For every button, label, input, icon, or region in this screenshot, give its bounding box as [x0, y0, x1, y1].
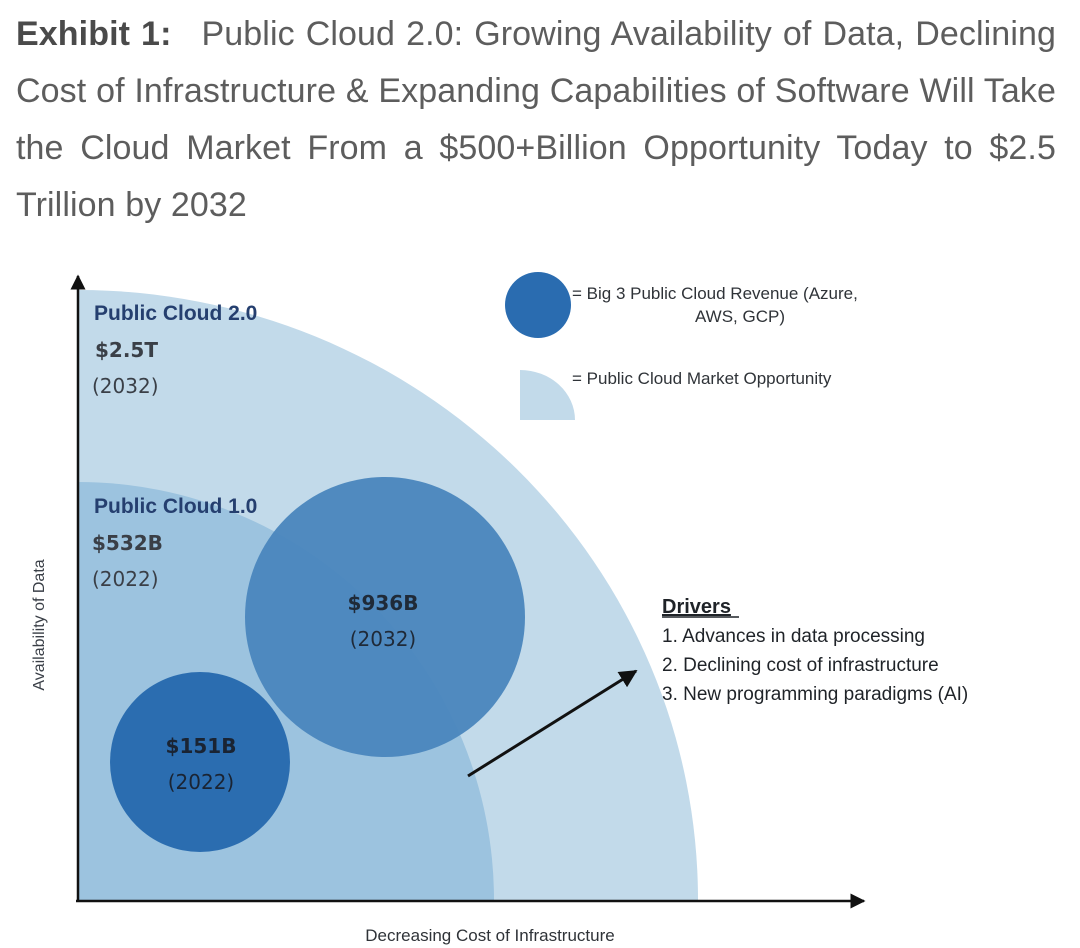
drivers-heading: Drivers: [662, 596, 731, 618]
legend-revenue-label-line2: AWS, GCP): [695, 307, 785, 326]
y-axis-label: Availability of Data: [31, 559, 48, 690]
revenue-bubble-2032: [245, 477, 525, 757]
revenue-2032-value: $936B: [348, 591, 419, 615]
revenue-2022-value: $151B: [166, 734, 237, 758]
exhibit-title: Exhibit 1: Public Cloud 2.0: Growing Avai…: [16, 6, 1056, 234]
cloud-2-year: (2032): [92, 374, 159, 398]
driver-item-3: 3. New programming paradigms (AI): [662, 684, 968, 705]
legend-revenue-label-line1: = Big 3 Public Cloud Revenue (Azure,: [572, 284, 858, 303]
growth-arrow: [467, 669, 638, 778]
x-axis-label: Decreasing Cost of Infrastructure: [365, 926, 614, 945]
cloud-1-value: $532B: [92, 531, 163, 555]
cloud-2-value: $2.5T: [95, 338, 158, 362]
exhibit-title-text: Public Cloud 2.0: Growing Availability o…: [16, 15, 1056, 224]
legend-opportunity-label: = Public Cloud Market Opportunity: [572, 369, 832, 388]
driver-item-2: 2. Declining cost of infrastructure: [662, 655, 939, 676]
legend-revenue-bubble: [505, 272, 571, 338]
revenue-2022-year: (2022): [168, 770, 235, 794]
revenue-bubble-2022: [110, 672, 290, 852]
cloud-1-name: Public Cloud 1.0: [94, 495, 257, 518]
cloud-2-name: Public Cloud 2.0: [94, 302, 257, 325]
cloud-1-year: (2022): [92, 567, 159, 591]
exhibit-label: Exhibit 1:: [16, 15, 172, 53]
legend-opportunity-swatch: [520, 370, 575, 420]
driver-item-1: 1. Advances in data processing: [662, 626, 925, 647]
revenue-2032-year: (2032): [350, 627, 417, 651]
